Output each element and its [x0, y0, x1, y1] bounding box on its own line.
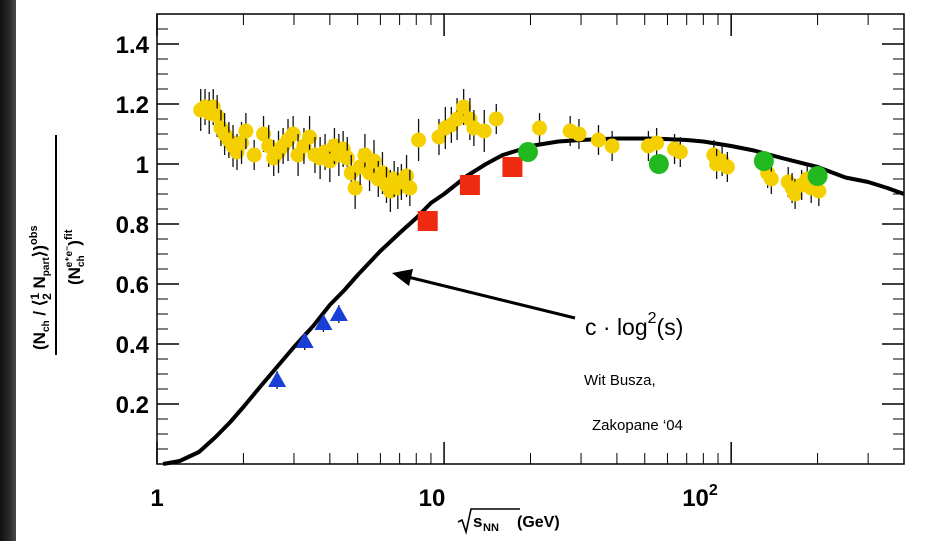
y-axis-label: (Nch / ⟨12 Npart⟩)obs (Nche⁺e⁻)fit — [28, 135, 87, 355]
data-point — [719, 159, 735, 175]
data-point — [807, 166, 828, 186]
x-tick-label-100-exp: 2 — [709, 482, 718, 499]
series-square — [417, 157, 523, 231]
x-tick-label-10: 10 — [419, 485, 446, 512]
y-axis-label-numerator: (Nch / ⟨12 Npart⟩)obs — [28, 225, 54, 350]
data-point — [417, 211, 438, 231]
data-point — [672, 144, 688, 160]
data-point — [339, 150, 355, 166]
curve-layer — [162, 136, 905, 466]
x-tick-label-100-base: 10 — [682, 485, 709, 512]
data-point — [285, 126, 301, 142]
x-tick-label-100: 102 — [682, 482, 718, 512]
y-tick-label: 1.2 — [116, 92, 149, 119]
annotation-arrow-shaft — [407, 275, 576, 320]
x-axis-label-unit: (GeV) — [517, 514, 560, 531]
annotation-arrow-head — [392, 269, 413, 286]
y-tick-labels: 0.2 0.4 0.6 0.8 1 1.2 1.4 — [116, 32, 150, 419]
annotation-formula: c · log2(s) — [585, 310, 683, 340]
data-point — [302, 129, 318, 145]
annotation-venue: Zakopane ‘04 — [592, 417, 683, 434]
y-tick-label: 0.4 — [116, 332, 150, 359]
data-point — [295, 332, 314, 348]
data-point — [488, 111, 504, 127]
data-point — [502, 157, 523, 177]
y-tick-label: 0.6 — [116, 272, 149, 299]
x-axis-label: s NN (GeV) — [457, 508, 560, 536]
data-point — [456, 99, 472, 115]
data-point — [449, 111, 465, 127]
data-point — [753, 151, 774, 171]
series-triangle — [268, 305, 348, 389]
data-point — [411, 132, 427, 148]
annotation-author: Wit Busza, — [584, 372, 656, 389]
series-circle-big — [517, 142, 828, 186]
y-tick-label: 0.2 — [116, 392, 149, 419]
fit-curve — [162, 136, 905, 466]
x-axis-label-root: s — [473, 512, 482, 531]
data-point — [763, 171, 779, 187]
y-axis-label-denominator: (Nche⁺e⁻)fit — [63, 229, 87, 285]
data-point — [329, 305, 348, 321]
series-circle — [193, 89, 827, 212]
data-point — [256, 126, 272, 142]
axis-ticks — [156, 14, 905, 464]
x-tick-label-1: 1 — [150, 485, 163, 512]
data-point — [476, 123, 492, 139]
y-tick-label: 0.8 — [116, 212, 149, 239]
data-point — [604, 138, 620, 154]
points-layer — [193, 89, 828, 389]
data-point — [571, 126, 587, 142]
slide-edge — [0, 0, 16, 541]
data-point — [517, 142, 538, 162]
data-point — [649, 135, 665, 151]
y-tick-label: 1 — [136, 152, 149, 179]
sqrt-sign — [457, 508, 520, 536]
data-point — [238, 123, 254, 139]
data-point — [268, 371, 287, 387]
data-point — [246, 147, 262, 163]
data-point — [314, 314, 333, 330]
data-point — [459, 175, 480, 195]
annotation: c · log2(s) Wit Busza, Zakopane ‘04 — [392, 269, 683, 434]
data-point — [648, 154, 669, 174]
y-tick-label: 1.4 — [116, 32, 150, 59]
data-point — [811, 183, 827, 199]
x-axis-label-sub: NN — [483, 522, 499, 534]
data-point — [402, 180, 418, 196]
plot-frame — [156, 13, 905, 465]
data-point — [590, 132, 606, 148]
data-point — [347, 180, 363, 196]
data-point — [532, 120, 548, 136]
